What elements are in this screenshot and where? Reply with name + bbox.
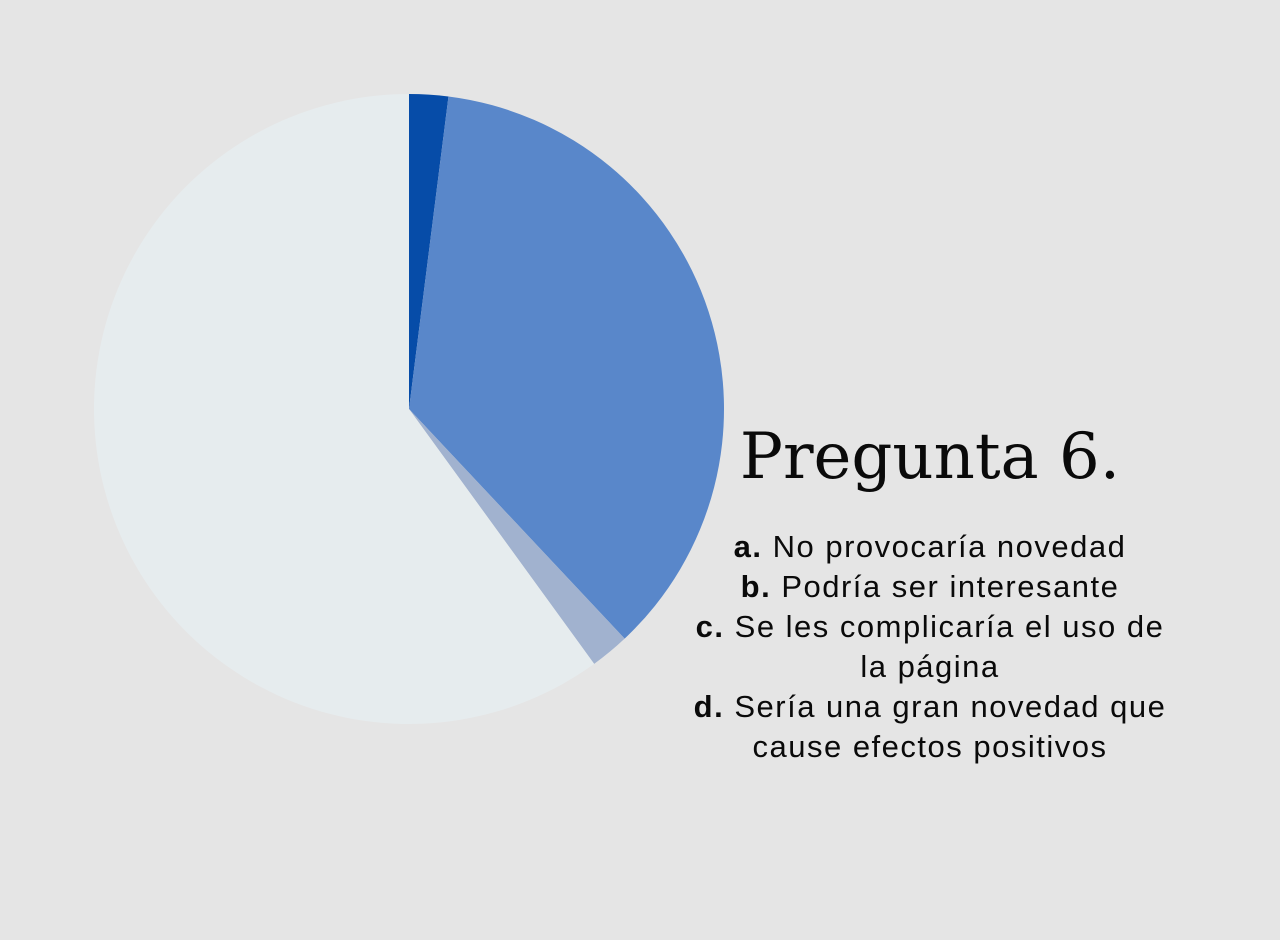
legend-label-c: Se les complicaría el uso de la página	[734, 609, 1165, 684]
legend: a. No provocaría novedad b. Podría ser i…	[680, 527, 1180, 767]
pie-slice-a	[409, 94, 449, 409]
legend-letter-c: c.	[695, 609, 725, 644]
pie-slice-b	[409, 96, 725, 639]
legend-item-d: d. Sería una gran novedad que cause efec…	[680, 687, 1180, 767]
pie-slice-c	[409, 409, 625, 664]
legend-label-a: No provocaría novedad	[772, 529, 1127, 564]
legend-letter-a: a.	[733, 529, 763, 564]
legend-item-c: c. Se les complicaría el uso de la págin…	[680, 607, 1180, 687]
legend-label-b: Podría ser interesante	[781, 569, 1120, 604]
legend-letter-d: d.	[693, 689, 725, 724]
legend-letter-b: b.	[740, 569, 772, 604]
chart-title: Pregunta 6.	[739, 420, 1121, 494]
legend-label-d: Sería una gran novedad que cause efectos…	[734, 689, 1167, 764]
pie-slice-d	[93, 94, 595, 724]
legend-item-b: b. Podría ser interesante	[680, 567, 1180, 607]
legend-item-a: a. No provocaría novedad	[680, 527, 1180, 567]
